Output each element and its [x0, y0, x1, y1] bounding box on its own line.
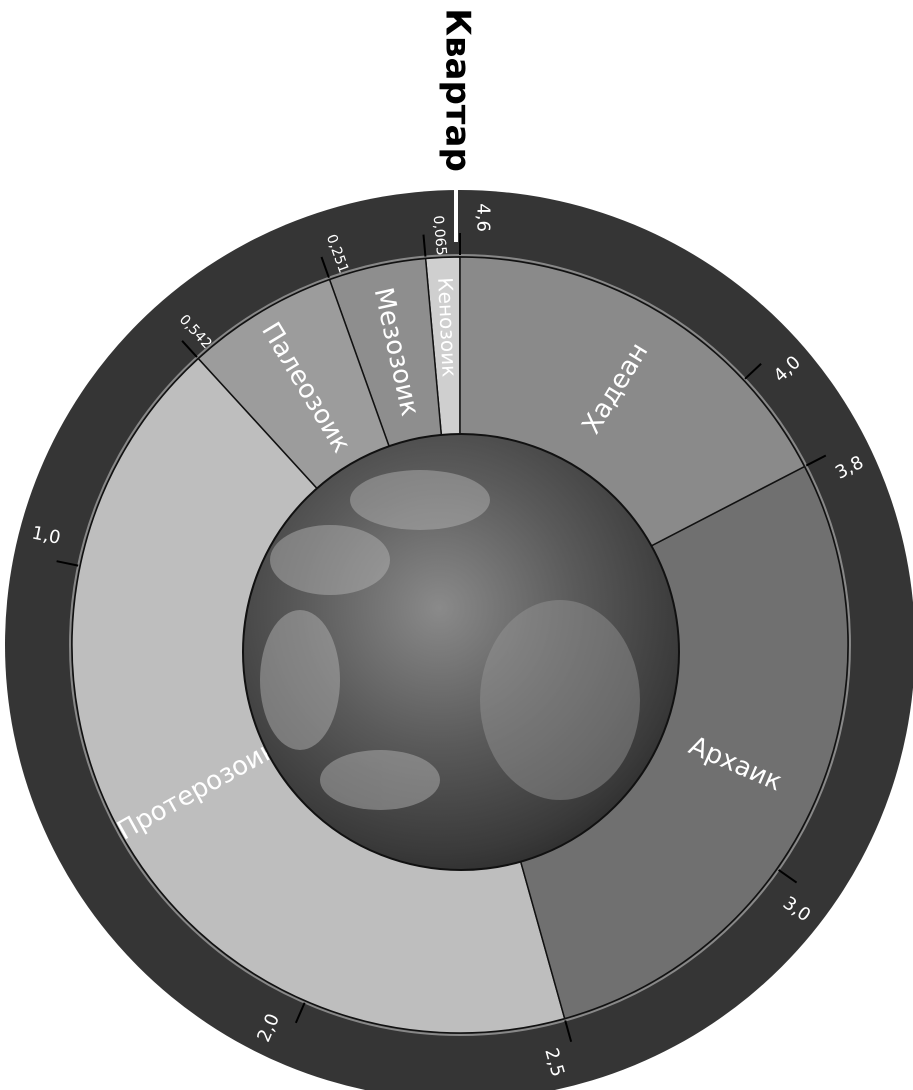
earth-clouds [260, 470, 640, 810]
tick-mark [181, 340, 198, 358]
era-label: Кенозоик [433, 277, 461, 378]
earth [242, 433, 680, 871]
tick-mark [805, 454, 827, 467]
tick-mark [320, 256, 330, 279]
tick-label: 4,6 [472, 203, 493, 232]
tick-mark [744, 363, 762, 380]
tick-label: 0,065 [430, 215, 449, 256]
tick-mark [294, 1002, 306, 1024]
title: Квартар [438, 8, 478, 172]
tick-mark [422, 234, 427, 257]
tick-mark [56, 560, 79, 567]
tick-mark [564, 1020, 573, 1042]
tick-mark [778, 869, 798, 884]
